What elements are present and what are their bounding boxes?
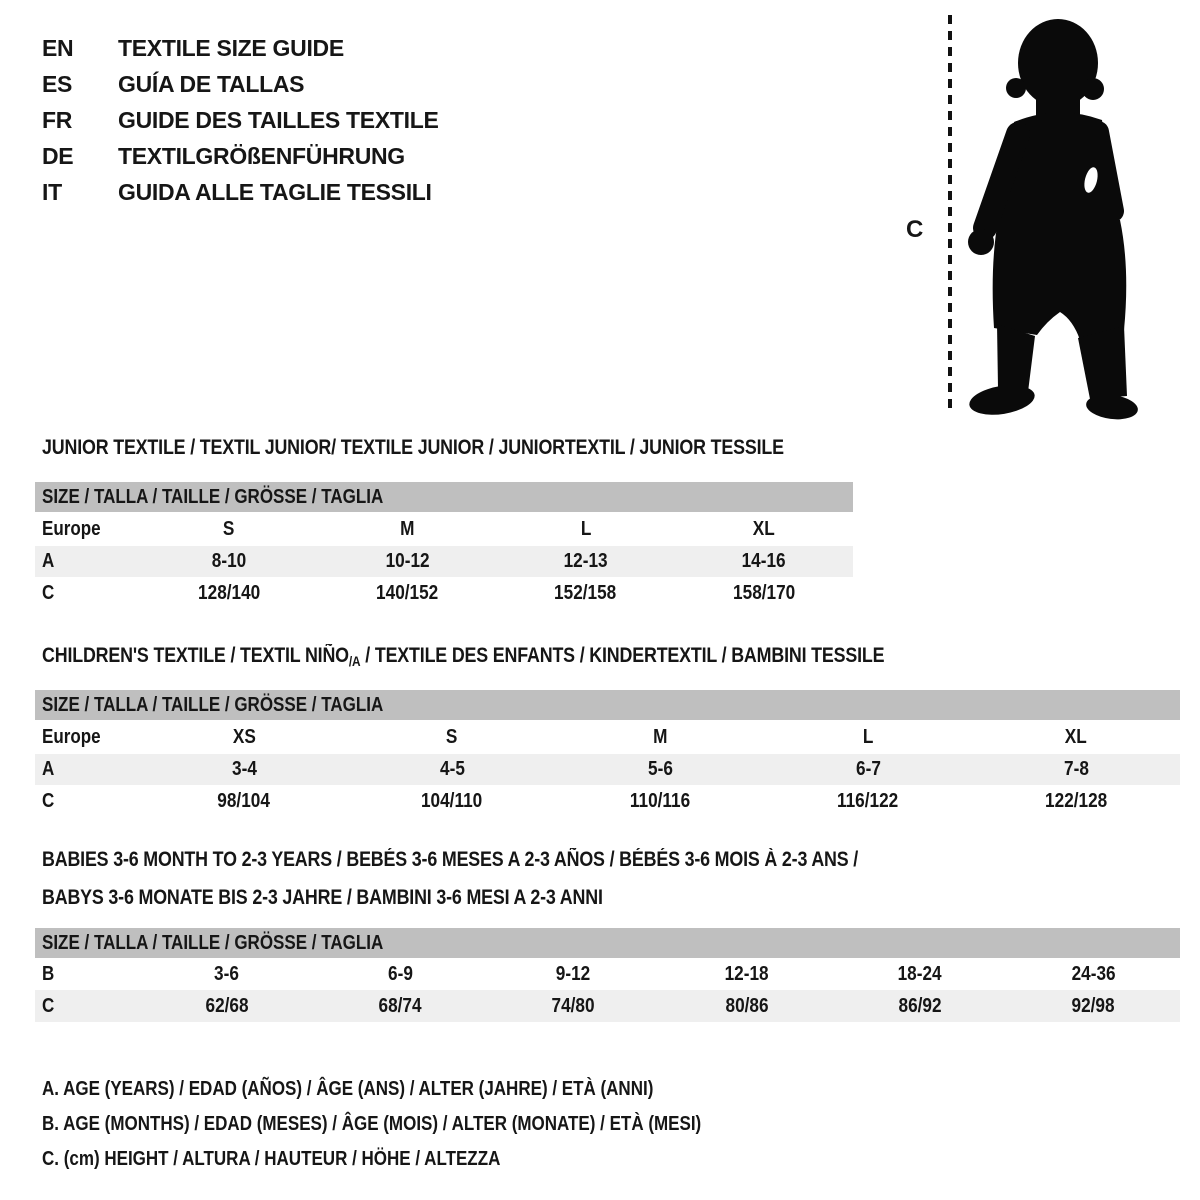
language-code: IT	[42, 179, 62, 205]
height-cm-value: 116/122	[837, 790, 899, 812]
age-years-value: 14-16	[741, 550, 786, 572]
language-code: FR	[42, 107, 73, 133]
height-cm-value: 80/86	[725, 994, 769, 1017]
table-row: A 8-10 10-12 12-13 14-16	[35, 546, 853, 577]
babies-section-title-line2: BABYS 3-6 MONATE BIS 2-3 JAHRE / BAMBINI…	[42, 886, 603, 909]
row-label: C	[42, 582, 55, 604]
guide-title-es: GUÍA DE TALLAS	[118, 71, 305, 97]
height-cm-value: 122/128	[1044, 790, 1108, 812]
height-cm-value: 98/104	[217, 790, 271, 812]
table-row: B 3-6 6-9 9-12 12-18 18-24 24-36	[35, 958, 1180, 990]
junior-size-table: SIZE / TALLA / TAILLE / GRÖSSE / TAGLIA …	[35, 482, 853, 610]
language-code: DE	[42, 143, 74, 169]
children-title-subscript: /A	[348, 653, 361, 669]
table-row: Europe XS S M L XL	[35, 720, 1180, 754]
height-cm-value: 86/92	[898, 994, 942, 1017]
guide-title-it: GUIDA ALLE TAGLIE TESSILI	[118, 179, 432, 205]
row-label: C	[42, 790, 55, 812]
table-row: C 62/68 68/74 74/80 80/86 86/92 92/98	[35, 990, 1180, 1022]
size-value: S	[223, 517, 235, 540]
age-years-value: 5-6	[647, 758, 673, 780]
babies-size-table: SIZE / TALLA / TAILLE / GRÖSSE / TAGLIA …	[35, 928, 1180, 1022]
age-years-value: 7-8	[1063, 758, 1089, 780]
measure-label-c: C	[906, 216, 924, 243]
size-value: M	[652, 725, 668, 748]
babies-section-title-line1: BABIES 3-6 MONTH TO 2-3 YEARS / BEBÉS 3-…	[42, 848, 859, 871]
age-years-value: 6-7	[855, 758, 881, 780]
language-row-es: ES GUÍA DE TALLAS	[42, 66, 439, 102]
size-header-label: SIZE / TALLA / TAILLE / GRÖSSE / TAGLIA	[42, 694, 384, 716]
age-years-value: 12-13	[563, 550, 608, 572]
age-months-value: 18-24	[897, 962, 942, 985]
language-code: ES	[42, 71, 73, 97]
size-header-bar: SIZE / TALLA / TAILLE / GRÖSSE / TAGLIA	[35, 482, 853, 512]
size-value: S	[446, 725, 458, 748]
junior-section-title: JUNIOR TEXTILE / TEXTIL JUNIOR/ TEXTILE …	[42, 436, 784, 459]
age-years-value: 8-10	[211, 550, 247, 572]
table-row: C 128/140 140/152 152/158 158/170	[35, 577, 853, 610]
age-months-value: 6-9	[387, 962, 413, 985]
guide-title-en: TEXTILE SIZE GUIDE	[118, 35, 344, 61]
age-months-value: 24-36	[1071, 962, 1116, 985]
age-months-value: 3-6	[214, 962, 240, 985]
height-cm-value: 128/140	[198, 582, 261, 604]
height-cm-value: 158/170	[732, 582, 795, 604]
height-cm-value: 110/116	[629, 790, 691, 812]
language-row-en: EN TEXTILE SIZE GUIDE	[42, 30, 439, 66]
age-years-value: 10-12	[385, 550, 430, 572]
children-section-title: CHILDREN'S TEXTILE / TEXTIL NIÑO/A / TEX…	[42, 644, 885, 669]
height-cm-value: 74/80	[551, 994, 595, 1017]
children-title-suffix: / TEXTILE DES ENFANTS / KINDERTEXTIL / B…	[360, 644, 885, 667]
row-label: C	[42, 994, 55, 1017]
legend-height-cm: C. (cm) HEIGHT / ALTURA / HAUTEUR / HÖHE…	[42, 1148, 501, 1170]
age-years-value: 4-5	[439, 758, 465, 780]
legend-age-years: A. AGE (YEARS) / EDAD (AÑOS) / ÂGE (ANS)…	[42, 1078, 654, 1100]
table-row: A 3-4 4-5 5-6 6-7 7-8	[35, 754, 1180, 785]
size-value: XL	[1065, 725, 1087, 748]
height-cm-value: 92/98	[1071, 994, 1115, 1017]
language-title-list: EN TEXTILE SIZE GUIDE ES GUÍA DE TALLAS …	[42, 30, 439, 210]
language-row-it: IT GUIDA ALLE TAGLIE TESSILI	[42, 174, 439, 210]
size-header-label: SIZE / TALLA / TAILLE / GRÖSSE / TAGLIA	[42, 932, 384, 954]
children-title-prefix: CHILDREN'S TEXTILE / TEXTIL NIÑO	[42, 644, 349, 667]
row-label: A	[42, 550, 55, 572]
size-value: M	[400, 517, 415, 540]
children-size-table: SIZE / TALLA / TAILLE / GRÖSSE / TAGLIA …	[35, 690, 1180, 818]
row-label: A	[42, 758, 55, 780]
size-value: L	[580, 517, 591, 540]
age-months-value: 9-12	[556, 962, 591, 985]
row-label: B	[42, 962, 55, 985]
legend-age-months: B. AGE (MONTHS) / EDAD (MESES) / ÂGE (MO…	[42, 1113, 702, 1135]
age-years-value: 3-4	[231, 758, 257, 780]
language-row-fr: FR GUIDE DES TAILLES TEXTILE	[42, 102, 439, 138]
legend: A. AGE (YEARS) / EDAD (AÑOS) / ÂGE (ANS)…	[42, 1072, 818, 1177]
size-value: L	[862, 725, 874, 748]
row-label: Europe	[42, 517, 101, 540]
size-value: XL	[752, 517, 775, 540]
height-cm-value: 62/68	[205, 994, 249, 1017]
size-header-bar: SIZE / TALLA / TAILLE / GRÖSSE / TAGLIA	[35, 928, 1180, 958]
table-row: Europe S M L XL	[35, 512, 853, 546]
size-header-bar: SIZE / TALLA / TAILLE / GRÖSSE / TAGLIA	[35, 690, 1180, 720]
size-value: XS	[232, 725, 256, 748]
size-header-label: SIZE / TALLA / TAILLE / GRÖSSE / TAGLIA	[42, 486, 384, 508]
table-row: C 98/104 104/110 110/116 116/122 122/128	[35, 785, 1180, 818]
height-cm-value: 152/158	[554, 582, 617, 604]
row-label: Europe	[42, 725, 101, 748]
height-cm-value: 104/110	[421, 790, 483, 812]
age-months-value: 12-18	[724, 962, 769, 985]
height-cm-value: 68/74	[378, 994, 422, 1017]
toddler-silhouette-icon	[948, 15, 1138, 420]
language-code: EN	[42, 35, 74, 61]
guide-title-fr: GUIDE DES TAILLES TEXTILE	[118, 107, 439, 133]
height-cm-value: 140/152	[376, 582, 439, 604]
language-row-de: DE TEXTILGRÖßENFÜHRUNG	[42, 138, 439, 174]
guide-title-de: TEXTILGRÖßENFÜHRUNG	[118, 143, 405, 169]
